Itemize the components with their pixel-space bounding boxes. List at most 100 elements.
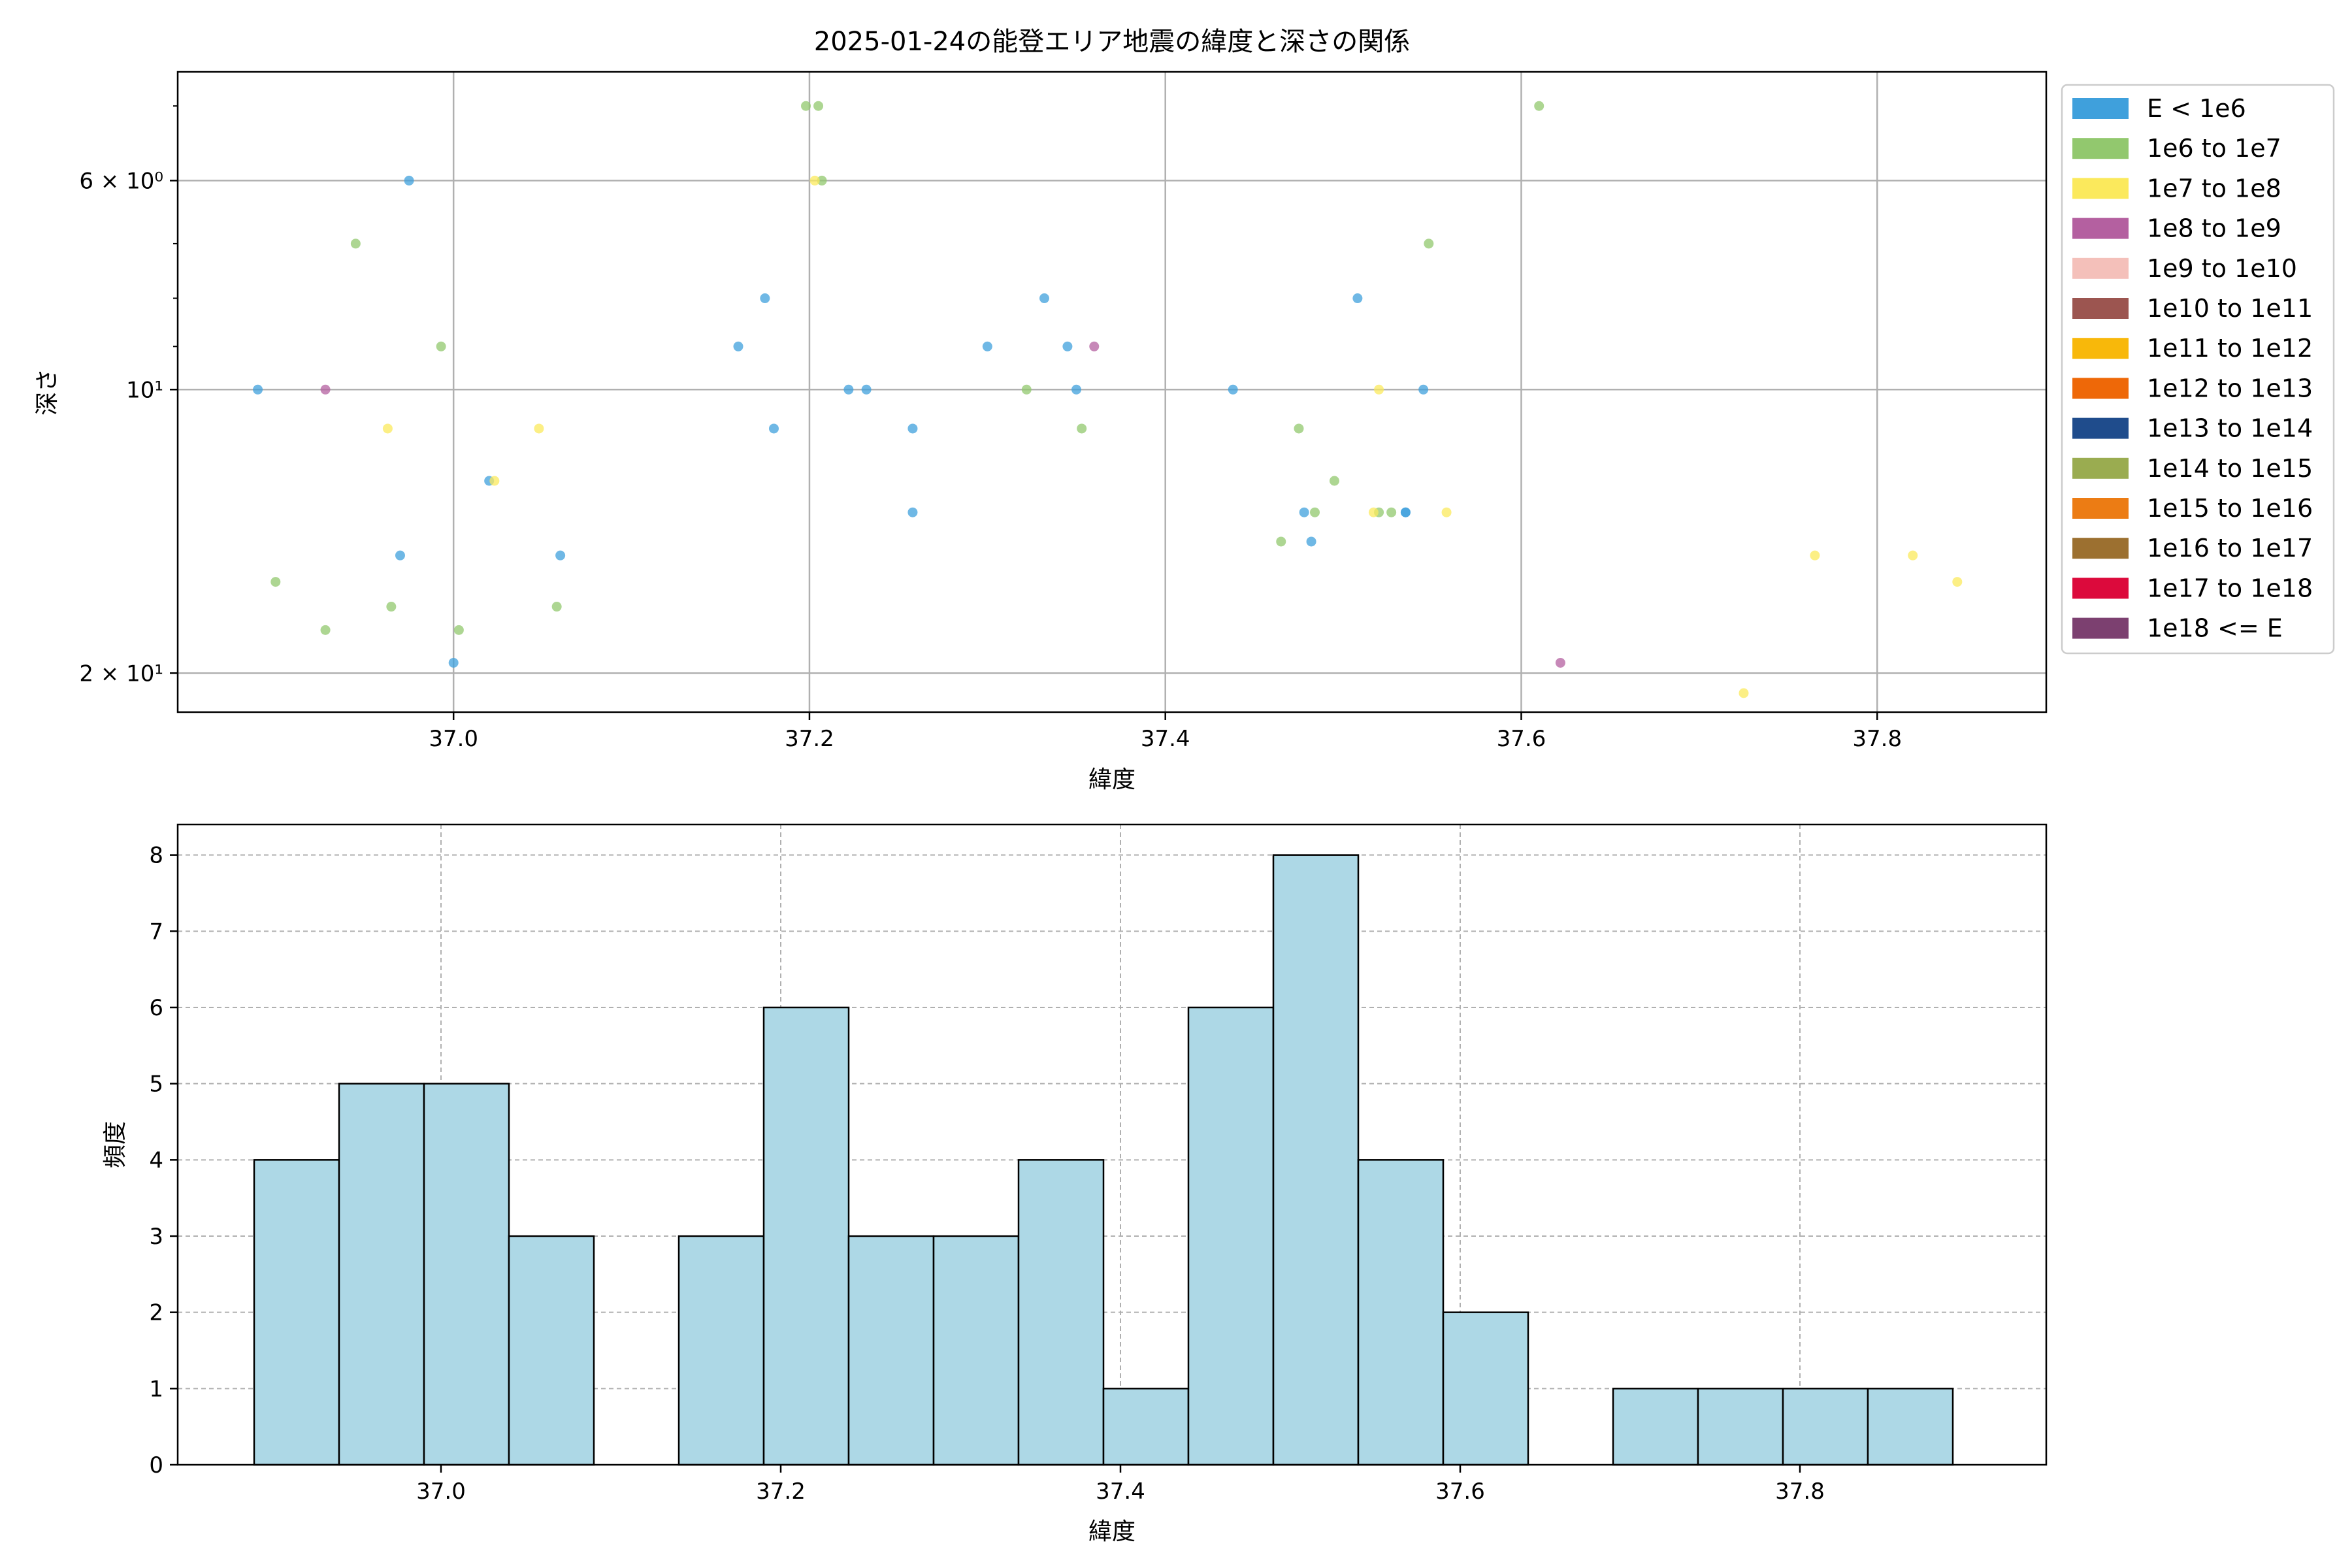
- scatter-y-axis-label: 深さ: [34, 368, 61, 416]
- scatter-point-1e7-to-1e8: [1739, 688, 1749, 698]
- histogram-bar: [1782, 1388, 1869, 1466]
- scatter-point-e-1e6: [404, 175, 414, 186]
- legend-label: 1e7 to 1e8: [2147, 174, 2281, 203]
- scatter-point-1e7-to-1e8: [1441, 507, 1452, 517]
- histogram-bar: [508, 1235, 595, 1466]
- scatter-x-axis-label: 緯度: [1088, 766, 1135, 793]
- legend-swatch: [2072, 298, 2129, 319]
- legend-label: 1e10 to 1e11: [2147, 294, 2313, 323]
- scatter-point-e-1e6: [555, 550, 566, 561]
- scatter-y-ticks: 6 × 10⁰ 10¹ 2 × 10¹: [79, 105, 178, 687]
- legend-swatch: [2072, 578, 2129, 599]
- legend-label: 1e6 to 1e7: [2147, 134, 2281, 163]
- histogram-bar: [1442, 1311, 1529, 1466]
- legend-swatch: [2072, 617, 2129, 639]
- scatter-point-1e6-to-1e7: [1310, 507, 1320, 517]
- histogram-bar: [1697, 1388, 1784, 1466]
- scatter-point-1e6-to-1e7: [320, 625, 331, 635]
- legend-box: [2061, 84, 2335, 655]
- legend-swatch: [2072, 417, 2129, 439]
- scatter-axes-frame: [176, 71, 2048, 713]
- legend-swatch: [2072, 178, 2129, 199]
- scatter-y-tick-label: 2 × 10¹: [79, 661, 163, 687]
- histogram-bar: [1272, 854, 1360, 1466]
- histogram-bar: [1867, 1388, 1954, 1466]
- legend-label: 1e8 to 1e9: [2147, 214, 2281, 243]
- scatter-y-tick-label: 10¹: [126, 377, 163, 403]
- scatter-point-1e6-to-1e7: [1294, 423, 1304, 434]
- scatter-point-1e6-to-1e7: [551, 602, 562, 612]
- histogram-y-tick-label: 1: [149, 1376, 163, 1402]
- scatter-point-e-1e6: [1400, 507, 1411, 517]
- scatter-point-e-1e6: [733, 341, 743, 351]
- legend-label: 1e13 to 1e14: [2147, 414, 2313, 443]
- scatter-x-tick-label: 37.0: [429, 726, 478, 752]
- scatter-point-1e6-to-1e7: [270, 577, 281, 587]
- legend-label: 1e11 to 1e12: [2147, 334, 2313, 363]
- histogram-x-tick-label: 37.6: [1435, 1478, 1485, 1505]
- histogram-bar: [338, 1083, 425, 1466]
- scatter-point-e-1e6: [448, 657, 459, 668]
- scatter-x-tick-label: 37.2: [785, 726, 834, 752]
- scatter-point-e-1e6: [395, 550, 405, 561]
- scatter-point-e-1e6: [1306, 536, 1316, 547]
- scatter-point-e-1e6: [907, 423, 918, 434]
- legend: E < 1e6 1e6 to 1e7 1e7 to 1e8 1e8 to 1e9 1e9…: [2061, 84, 2335, 655]
- scatter-point-e-1e6: [1418, 384, 1429, 395]
- histogram-y-tick-label: 2: [149, 1300, 163, 1326]
- histogram-bar: [1017, 1159, 1105, 1466]
- scatter-point-e-1e6: [1299, 507, 1309, 517]
- scatter-point-e-1e6: [1071, 384, 1082, 395]
- scatter-x-ticks: 37.0 37.2 37.4 37.6 37.8: [429, 712, 1902, 752]
- scatter-point-1e8-to-1e9: [1555, 657, 1565, 668]
- histogram-axes-frame: [176, 823, 2048, 1466]
- histogram-bar: [678, 1235, 765, 1466]
- histogram-x-axis-label: 緯度: [1088, 1518, 1135, 1545]
- scatter-point-1e7-to-1e8: [1908, 550, 1918, 561]
- scatter-point-1e6-to-1e7: [1386, 507, 1397, 517]
- scatter-point-e-1e6: [907, 507, 918, 517]
- scatter-plot-area: [178, 72, 2046, 712]
- legend-swatch: [2072, 338, 2129, 359]
- histogram-y-axis-label: 頻度: [102, 1121, 129, 1168]
- scatter-x-tick-label: 37.4: [1141, 726, 1190, 752]
- legend-label: 1e17 to 1e18: [2147, 574, 2313, 602]
- histogram-bar: [847, 1235, 935, 1466]
- scatter-point-1e6-to-1e7: [1329, 476, 1339, 486]
- scatter-point-e-1e6: [1039, 293, 1049, 304]
- histogram-bar: [253, 1159, 340, 1466]
- scatter-point-1e6-to-1e7: [1534, 101, 1544, 111]
- scatter-point-1e8-to-1e9: [320, 384, 331, 395]
- histogram-x-tick-label: 37.2: [756, 1478, 806, 1505]
- scatter-gridlines: [178, 72, 2046, 712]
- scatter-x-tick-label: 37.6: [1497, 726, 1546, 752]
- scatter-point-e-1e6: [1062, 341, 1073, 351]
- legend-label: 1e9 to 1e10: [2147, 254, 2297, 283]
- scatter-point-e-1e6: [253, 384, 263, 395]
- histogram-x-tick-label: 37.8: [1775, 1478, 1825, 1505]
- legend-swatch: [2072, 457, 2129, 479]
- scatter-point-1e7-to-1e8: [1810, 550, 1820, 561]
- legend-swatch: [2072, 138, 2129, 159]
- scatter-point-1e7-to-1e8: [1952, 577, 1963, 587]
- histogram-y-tick-label: 5: [149, 1071, 163, 1098]
- scatter-point-e-1e6: [1228, 384, 1238, 395]
- histogram-y-tick-label: 7: [149, 919, 163, 945]
- scatter-point-1e6-to-1e7: [1077, 423, 1087, 434]
- scatter-point-1e6-to-1e7: [813, 101, 824, 111]
- legend-label: 1e15 to 1e16: [2147, 494, 2313, 523]
- scatter-point-1e6-to-1e7: [1021, 384, 1032, 395]
- scatter-point-e-1e6: [843, 384, 854, 395]
- histogram-plot: 37.0 37.2 37.4 37.6 37.8 0 1 2 3 4 5 6 7 8 緯度 頻度: [102, 823, 2048, 1545]
- scatter-point-1e7-to-1e8: [534, 423, 544, 434]
- histogram-bar: [932, 1235, 1020, 1466]
- histogram-y-tick-label: 6: [149, 995, 163, 1021]
- legend-label: E < 1e6: [2147, 94, 2246, 123]
- scatter-point-1e7-to-1e8: [1368, 507, 1379, 517]
- scatter-point-e-1e6: [982, 341, 992, 351]
- scatter-point-1e6-to-1e7: [1276, 536, 1286, 547]
- scatter-point-e-1e6: [768, 423, 779, 434]
- scatter-point-1e8-to-1e9: [1089, 341, 1100, 351]
- histogram-bar: [1187, 1006, 1275, 1466]
- legend-label: 1e14 to 1e15: [2147, 454, 2313, 483]
